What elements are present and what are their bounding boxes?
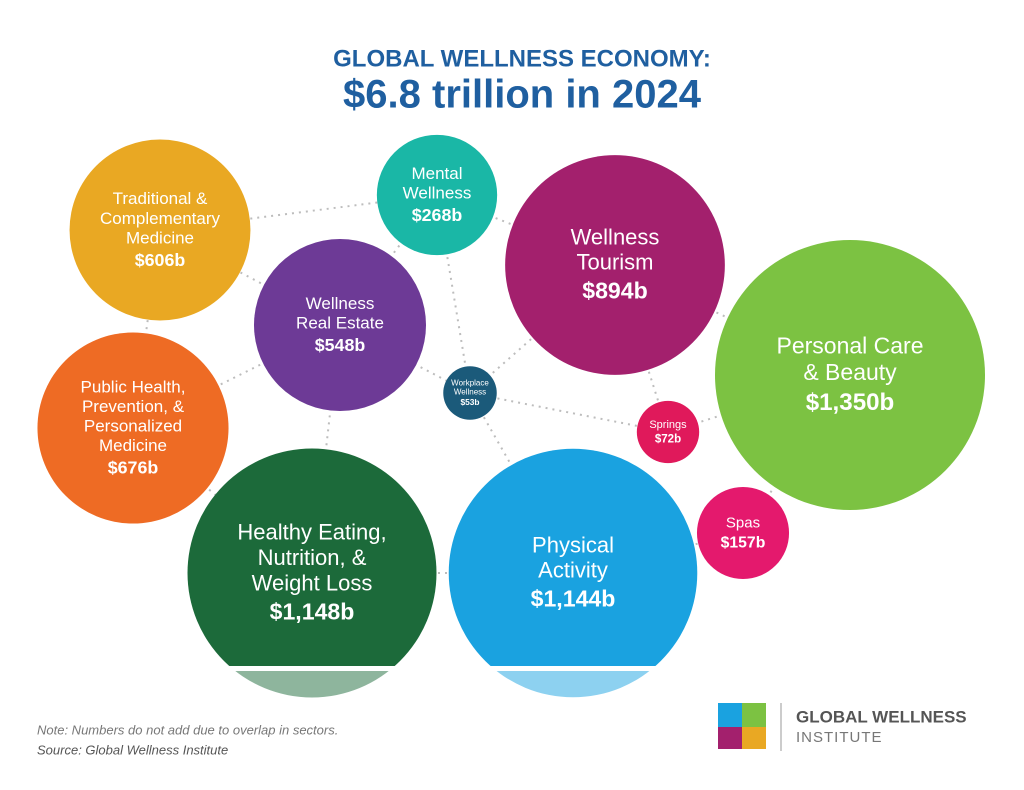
source: Source: Global Wellness Institute	[37, 742, 228, 757]
value-label: $1,148b	[270, 598, 355, 624]
bubble-label: Mental	[411, 164, 462, 183]
network-line	[469, 392, 669, 433]
logo-text: INSTITUTE	[796, 729, 883, 746]
chart-title: GLOBAL WELLNESS ECONOMY:	[333, 45, 711, 72]
logo-block	[742, 703, 766, 727]
bubble-label: Traditional &	[113, 189, 208, 208]
bubbles: Traditional &ComplementaryMedicine$606bM…	[37, 134, 985, 698]
value-label: $72b	[655, 433, 681, 445]
bubble-label: Wellness	[571, 224, 660, 249]
bubble	[376, 134, 498, 256]
value-label: $894b	[582, 278, 647, 304]
bubble-label: Medicine	[99, 436, 167, 455]
bubble-label: Healthy Eating,	[237, 520, 386, 545]
bubble-label: Prevention, &	[82, 397, 185, 416]
logo-block	[718, 703, 742, 727]
bubble	[696, 486, 790, 580]
bubble-label: Physical	[532, 532, 614, 557]
fade-bottom	[0, 701, 1024, 790]
bubble	[253, 238, 427, 412]
bubble	[37, 332, 229, 524]
bubble-label: Medicine	[126, 228, 194, 247]
bubble	[636, 400, 700, 464]
bubble-label: Wellness	[454, 388, 486, 397]
fade-band	[0, 671, 1024, 701]
bubble	[715, 240, 985, 510]
logo: GLOBAL WELLNESS INSTITUTE	[718, 703, 967, 751]
chart-subtitle: $6.8 trillion in 2024	[343, 73, 702, 117]
logo-text: GLOBAL WELLNESS	[796, 707, 967, 726]
bubble	[448, 448, 698, 698]
bubble-label: Workplace	[451, 378, 489, 387]
bubble-label: Public Health,	[81, 377, 186, 396]
bubble	[443, 366, 497, 420]
value-label: $157b	[721, 534, 766, 551]
value-label: $1,350b	[806, 389, 895, 416]
bubble-label: & Beauty	[803, 359, 897, 385]
network-line	[469, 264, 616, 394]
bubble-label: Springs	[649, 419, 687, 431]
bubble-label: Personal Care	[776, 332, 923, 358]
fade-gap	[0, 666, 1024, 671]
logo-block	[742, 727, 766, 749]
bubble	[69, 139, 251, 321]
bubble-label: Tourism	[576, 250, 653, 275]
bubble-label: Wellness	[403, 184, 472, 203]
value-label: $268b	[412, 205, 463, 225]
note: Note: Numbers do not add due to overlap …	[37, 722, 338, 737]
value-label: $676b	[108, 458, 159, 478]
bubble-label: Personalized	[84, 417, 182, 436]
network-line	[132, 229, 161, 429]
bubble-label: Real Estate	[296, 314, 384, 333]
value-label: $606b	[135, 250, 186, 270]
value-label: $1,144b	[531, 586, 616, 612]
bubble	[187, 448, 437, 698]
bubble-label: Wellness	[306, 294, 375, 313]
bubble-label: Complementary	[100, 209, 220, 228]
bubble-label: Spas	[726, 515, 760, 532]
bubble-label: Activity	[538, 558, 608, 583]
logo-block	[718, 727, 742, 749]
value-label: $548b	[315, 335, 366, 355]
bubble	[505, 155, 725, 375]
bubble-label: Nutrition, &	[258, 545, 367, 570]
value-label: $53b	[460, 397, 479, 407]
bubble-label: Weight Loss	[252, 570, 373, 595]
